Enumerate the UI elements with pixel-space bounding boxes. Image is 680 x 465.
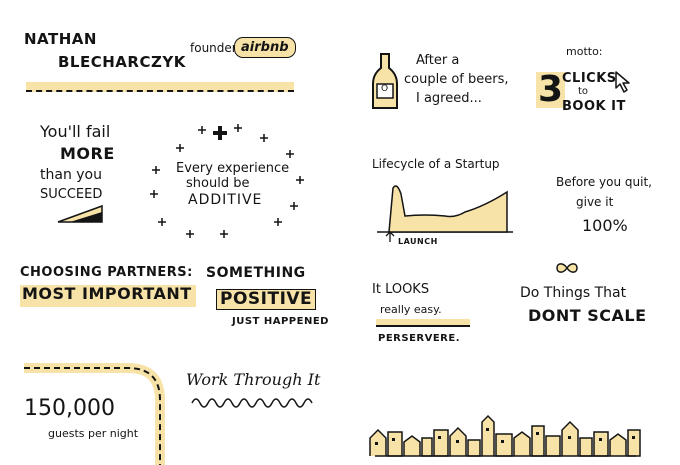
- airbnb-logo: airbnb: [234, 37, 296, 58]
- quit-line1: Before you quit,: [556, 175, 652, 189]
- launch-arrow: [385, 231, 395, 242]
- bottle-label: O: [381, 84, 389, 94]
- guests-label: guests per night: [48, 427, 139, 440]
- motto-line1: CLICKS: [562, 71, 617, 86]
- plus-sparkles: [150, 124, 304, 238]
- looks-line1: It LOOKS: [372, 282, 430, 297]
- city-skyline: [369, 414, 641, 457]
- dashed-road: [24, 363, 165, 465]
- quit-line2: give it: [576, 195, 614, 209]
- beers-line2: couple of beers,: [404, 72, 509, 87]
- wedge-graphic: [57, 204, 103, 223]
- beers-line3: I agreed...: [416, 91, 482, 106]
- positive-line2: POSITIVE: [216, 289, 317, 310]
- motto-label: motto:: [566, 45, 603, 58]
- fail-line3: than you: [40, 167, 102, 183]
- launch-label: LAUNCH: [398, 237, 438, 246]
- scale-line2: DONT SCALE: [528, 306, 647, 325]
- additive-line1: Every experience: [176, 161, 290, 176]
- additive-line3: ADDITIVE: [188, 192, 263, 208]
- scale-line1: Do Things That: [520, 285, 627, 301]
- name-line1: NATHAN: [24, 30, 97, 48]
- beer-bottle-icon: [372, 53, 398, 109]
- additive-line2: should be: [186, 176, 250, 191]
- fail-line4: SUCCEED: [40, 187, 103, 202]
- cursor-arrow-icon: [615, 71, 630, 93]
- motto-line2: to: [578, 86, 589, 97]
- work-through-it: Work Through It: [186, 370, 321, 389]
- lifecycle-title: Lifecycle of a Startup: [372, 157, 500, 171]
- motto-number: 3: [536, 69, 566, 110]
- looks-line3: PERSERVERE.: [378, 333, 460, 344]
- fail-line2: MORE: [60, 144, 115, 163]
- positive-line3: JUST HAPPENED: [232, 316, 329, 327]
- looks-underline: [376, 319, 470, 327]
- fail-line1: You'll fail: [40, 122, 111, 141]
- loop-underline: [191, 398, 313, 408]
- infinity-icon: [556, 263, 578, 273]
- partners-line2: MOST IMPORTANT: [22, 284, 192, 303]
- positive-line1: SOMETHING: [206, 265, 306, 281]
- looks-line2: really easy.: [380, 303, 442, 316]
- name-line2: BLECHARCZYK: [58, 53, 186, 71]
- lifecycle-graph: [377, 185, 513, 233]
- partners-line1: CHOOSING PARTNERS:: [20, 265, 193, 280]
- header-divider: [26, 82, 294, 92]
- founder-label: founder,: [190, 41, 241, 55]
- beers-line1: After a: [416, 53, 460, 68]
- motto-line3: BOOK IT: [562, 99, 626, 114]
- guests-number: 150,000: [24, 396, 115, 421]
- quit-line3: 100%: [582, 216, 628, 235]
